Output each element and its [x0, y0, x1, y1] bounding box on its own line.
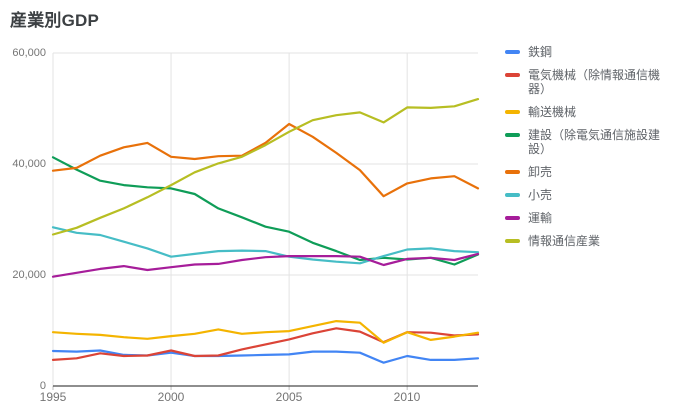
- series-line-2: [51, 320, 480, 344]
- legend-label: 運輸: [528, 211, 553, 225]
- x-axis-label-2010: 2010: [393, 390, 421, 404]
- legend-item-5[interactable]: 小売: [505, 188, 670, 202]
- legend-label: 小売: [528, 188, 553, 202]
- legend-item-4[interactable]: 卸売: [505, 165, 670, 179]
- x-axis-label-2005: 2005: [275, 390, 303, 404]
- y-axis-label-60000: 60,000: [12, 47, 46, 59]
- x-axis-label-1995: 1995: [39, 390, 67, 404]
- legend-swatch-icon: [505, 216, 520, 220]
- legend-swatch-icon: [505, 193, 520, 197]
- legend-label: 卸売: [528, 165, 553, 179]
- legend-item-0[interactable]: 鉄鋼: [505, 45, 670, 59]
- y-axis-label-20000: 20,000: [12, 269, 46, 281]
- legend-item-7[interactable]: 情報通信産業: [505, 234, 670, 248]
- y-axis-label-0: 0: [39, 380, 46, 392]
- legend-label: 電気機械（除情報通信機器）: [528, 68, 661, 96]
- legend-label: 鉄鋼: [528, 45, 553, 59]
- series-line-4: [51, 122, 480, 198]
- legend-swatch-icon: [505, 239, 520, 243]
- legend-item-2[interactable]: 輸送機械: [505, 105, 670, 119]
- legend-swatch-icon: [505, 170, 520, 174]
- legend-swatch-icon: [505, 73, 520, 77]
- series-line-5: [51, 226, 480, 265]
- y-axis-label-40000: 40,000: [12, 158, 46, 170]
- legend-swatch-icon: [505, 110, 520, 114]
- legend-swatch-icon: [505, 50, 520, 54]
- legend-label: 情報通信産業: [528, 234, 601, 248]
- legend-item-6[interactable]: 運輸: [505, 211, 670, 225]
- legend-item-1[interactable]: 電気機械（除情報通信機器）: [505, 68, 670, 96]
- legend: 鉄鋼電気機械（除情報通信機器） 輸送機械建設（除電気通信施設建設） 卸売小売運輸情報…: [505, 45, 670, 248]
- series-line-0: [51, 349, 480, 364]
- legend-item-3[interactable]: 建設（除電気通信施設建設）: [505, 128, 670, 156]
- series-line-7: [51, 97, 480, 236]
- x-axis-label-2000: 2000: [157, 390, 185, 404]
- series-line-6: [51, 252, 480, 278]
- legend-label: 建設（除電気通信施設建設）: [528, 128, 661, 156]
- legend-label: 輸送機械: [528, 105, 577, 119]
- legend-swatch-icon: [505, 133, 520, 137]
- chart-title: 産業別GDP: [10, 11, 100, 30]
